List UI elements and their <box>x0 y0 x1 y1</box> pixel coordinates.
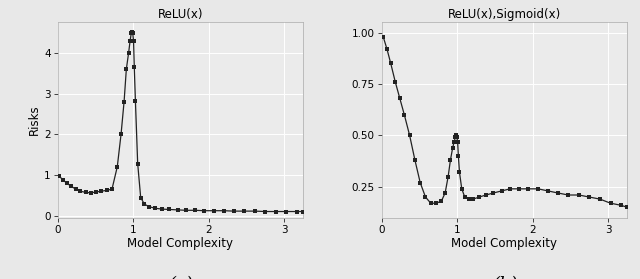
Title: ReLU(x),Sigmoid(x): ReLU(x),Sigmoid(x) <box>448 8 561 21</box>
Title: ReLU(x): ReLU(x) <box>157 8 203 21</box>
X-axis label: Model Complexity: Model Complexity <box>451 237 557 250</box>
Text: (b): (b) <box>492 276 517 279</box>
Text: (a): (a) <box>168 276 193 279</box>
X-axis label: Model Complexity: Model Complexity <box>127 237 234 250</box>
Y-axis label: Risks: Risks <box>28 105 41 135</box>
